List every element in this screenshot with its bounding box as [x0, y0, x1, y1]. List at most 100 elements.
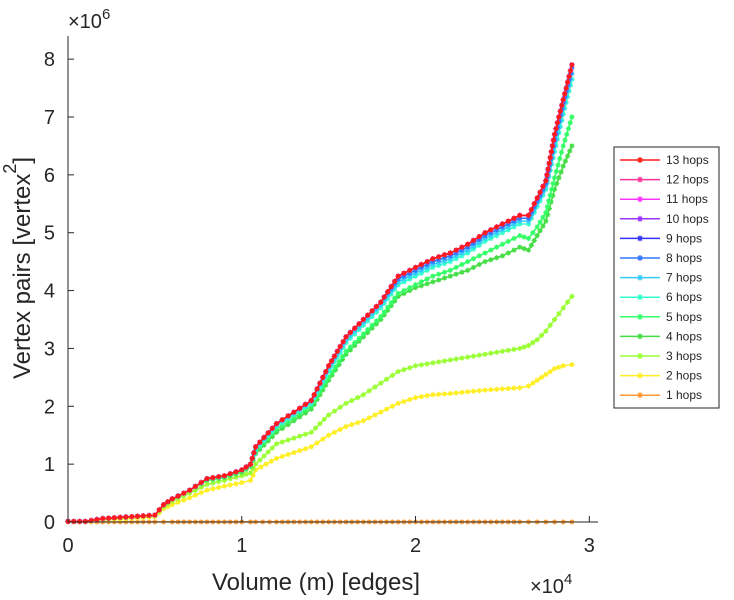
data-point [476, 239, 482, 245]
plot-area [65, 62, 575, 525]
data-point [447, 357, 453, 363]
data-point [531, 204, 537, 210]
data-point [453, 264, 459, 271]
data-point [392, 283, 398, 290]
data-point [424, 393, 430, 399]
data-point [521, 344, 527, 350]
data-point [347, 344, 353, 350]
legend-label: 8 hops [666, 251, 702, 265]
data-point [369, 314, 375, 320]
data-point [441, 391, 448, 397]
data-point [436, 254, 442, 260]
data-point [337, 343, 343, 350]
data-point [528, 242, 534, 248]
data-point [326, 412, 332, 418]
data-point [269, 445, 275, 451]
data-point [412, 270, 419, 276]
data-point [441, 255, 448, 261]
data-point [352, 340, 358, 346]
data-point [430, 279, 436, 285]
data-point [567, 148, 573, 154]
data-point [544, 172, 550, 178]
data-point [88, 517, 94, 524]
data-point [388, 303, 394, 309]
data-point [268, 458, 274, 464]
data-point [430, 261, 436, 268]
data-point [548, 199, 554, 205]
data-point [555, 162, 561, 168]
data-point [560, 363, 566, 369]
data-point [373, 309, 380, 315]
legend-label: 4 hops [666, 329, 702, 343]
data-point [247, 477, 254, 483]
data-point [441, 358, 448, 364]
data-point [528, 206, 534, 213]
data-point [511, 218, 517, 224]
data-point [273, 429, 280, 435]
data-point [233, 481, 239, 487]
data-point [558, 149, 565, 155]
data-point [378, 314, 384, 320]
data-point [447, 259, 453, 265]
data-point [525, 342, 532, 349]
data-point [499, 221, 506, 227]
data-point [314, 386, 320, 392]
data-point [243, 464, 249, 470]
data-point [430, 273, 436, 279]
legend-label: 7 hops [666, 271, 702, 285]
legend-item: 5 hops [620, 310, 702, 324]
data-point [499, 253, 506, 259]
data-point [494, 224, 500, 230]
data-point [221, 477, 227, 483]
data-point [123, 514, 129, 520]
data-point [140, 513, 146, 519]
data-point [365, 318, 371, 324]
data-point [273, 421, 280, 427]
data-point [279, 425, 285, 432]
data-point [250, 465, 256, 472]
data-point [317, 384, 323, 391]
data-point [291, 435, 297, 441]
data-point [543, 183, 549, 190]
legend-label: 9 hops [666, 231, 702, 245]
data-point [360, 322, 367, 328]
data-point [453, 253, 459, 259]
data-point [385, 296, 391, 302]
data-point [482, 351, 488, 357]
data-point [336, 362, 342, 368]
data-point [227, 482, 233, 488]
data-point [459, 244, 465, 250]
y-ticks: 0 1 2 3 4 5 6 7 8 [44, 49, 74, 534]
data-point [392, 286, 398, 293]
data-point [233, 474, 239, 480]
data-point [352, 325, 358, 331]
data-point [470, 256, 477, 262]
data-point [314, 396, 320, 403]
data-point [534, 201, 540, 207]
data-point [543, 218, 549, 224]
data-point [317, 421, 323, 427]
x-tick-label: 0 [62, 535, 73, 557]
data-point [82, 518, 88, 525]
data-point [412, 267, 419, 273]
data-point [181, 497, 187, 503]
data-point [111, 515, 117, 521]
data-point [257, 439, 263, 445]
data-point [175, 493, 181, 499]
data-point [239, 480, 245, 486]
data-point [459, 389, 465, 395]
data-point [313, 425, 319, 431]
data-point [401, 273, 407, 279]
data-point [537, 228, 543, 234]
data-point [302, 431, 309, 437]
data-point [476, 352, 482, 358]
data-point [550, 180, 556, 187]
data-point [436, 257, 442, 263]
data-point [424, 276, 430, 282]
data-point [331, 429, 338, 435]
data-point [169, 496, 175, 502]
data-point [530, 380, 536, 386]
data-point [337, 346, 343, 352]
data-point [251, 449, 257, 456]
data-point [308, 444, 314, 450]
